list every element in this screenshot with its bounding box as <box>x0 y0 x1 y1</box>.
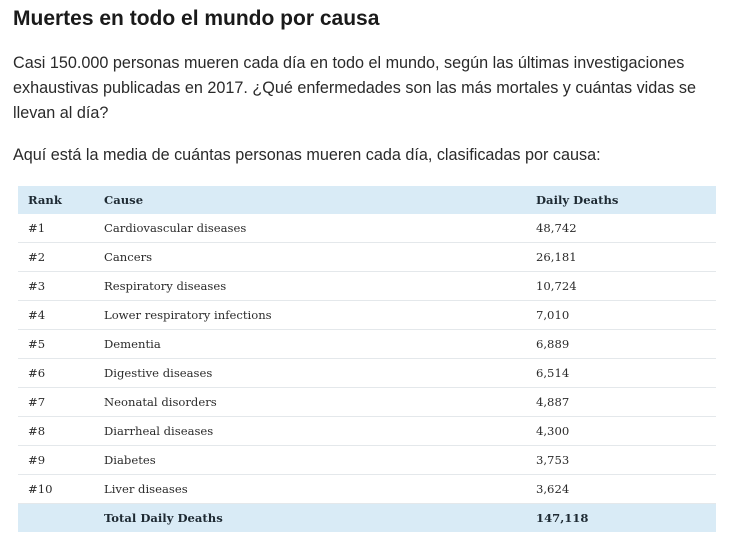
rank-cell: #7 <box>18 387 104 417</box>
rank-cell: #10 <box>18 474 104 504</box>
table-row: #8 Diarrheal diseases 4,300 <box>18 416 716 446</box>
total-label: Total Daily Deaths <box>104 511 223 525</box>
daily-deaths-cell: 3,624 <box>536 474 716 504</box>
daily-deaths-cell: 7,010 <box>536 300 716 330</box>
daily-deaths-cell: 10,724 <box>536 271 716 301</box>
table-row: #7 Neonatal disorders 4,887 <box>18 387 716 417</box>
table-row: #2 Cancers 26,181 <box>18 242 716 272</box>
daily-deaths-table: Rank Cause Daily Deaths #1 Cardiovascular… <box>18 186 716 532</box>
cause-cell: Diabetes <box>104 445 536 475</box>
rank-cell: #4 <box>18 300 104 330</box>
table-header: Rank Cause Daily Deaths <box>18 186 716 214</box>
cause-cell: Respiratory diseases <box>104 271 536 301</box>
cause-cell: Dementia <box>104 329 536 359</box>
table-row: #1 Cardiovascular diseases 48,742 <box>18 214 716 243</box>
header-cause: Cause <box>104 193 144 207</box>
total-rank-cell <box>18 504 104 533</box>
rank-cell: #6 <box>18 358 104 388</box>
daily-deaths-cell: 3,753 <box>536 445 716 475</box>
cause-cell: Liver diseases <box>104 474 536 504</box>
rank-cell: #9 <box>18 445 104 475</box>
rank-cell: #1 <box>18 214 104 243</box>
page-title: Muertes en todo el mundo por causa <box>13 7 380 30</box>
daily-deaths-cell: 48,742 <box>536 214 716 243</box>
daily-deaths-cell: 6,889 <box>536 329 716 359</box>
header-daily-deaths: Daily Deaths <box>536 193 619 207</box>
rank-cell: #5 <box>18 329 104 359</box>
daily-deaths-cell: 26,181 <box>536 242 716 272</box>
rank-cell: #8 <box>18 416 104 446</box>
table-header-row: Rank Cause Daily Deaths <box>18 186 716 214</box>
daily-deaths-cell: 6,514 <box>536 358 716 388</box>
header-rank: Rank <box>28 193 62 207</box>
cause-cell: Lower respiratory infections <box>104 300 536 330</box>
rank-cell: #2 <box>18 242 104 272</box>
daily-deaths-cell: 4,887 <box>536 387 716 417</box>
table-footer: Total Daily Deaths 147,118 <box>18 503 716 533</box>
intro-paragraph: Casi 150.000 personas mueren cada día en… <box>13 54 696 122</box>
lead-paragraph: Aquí está la media de cuántas personas m… <box>13 146 601 164</box>
table-row: #10 Liver diseases 3,624 <box>18 474 716 504</box>
table-row: #3 Respiratory diseases 10,724 <box>18 271 716 301</box>
table-row: #6 Digestive diseases 6,514 <box>18 358 716 388</box>
total-value: 147,118 <box>536 511 589 525</box>
cause-cell: Neonatal disorders <box>104 387 536 417</box>
table-body: #1 Cardiovascular diseases 48,742 #2 Cancers… <box>18 214 716 504</box>
daily-deaths-cell: 4,300 <box>536 416 716 446</box>
cause-cell: Cancers <box>104 242 536 272</box>
table-row: #5 Dementia 6,889 <box>18 329 716 359</box>
cause-cell: Cardiovascular diseases <box>104 214 536 243</box>
total-row: Total Daily Deaths 147,118 <box>18 503 716 533</box>
table-row: #9 Diabetes 3,753 <box>18 445 716 475</box>
cause-cell: Digestive diseases <box>104 358 536 388</box>
rank-cell: #3 <box>18 271 104 301</box>
cause-cell: Diarrheal diseases <box>104 416 536 446</box>
table-row: #4 Lower respiratory infections 7,010 <box>18 300 716 330</box>
